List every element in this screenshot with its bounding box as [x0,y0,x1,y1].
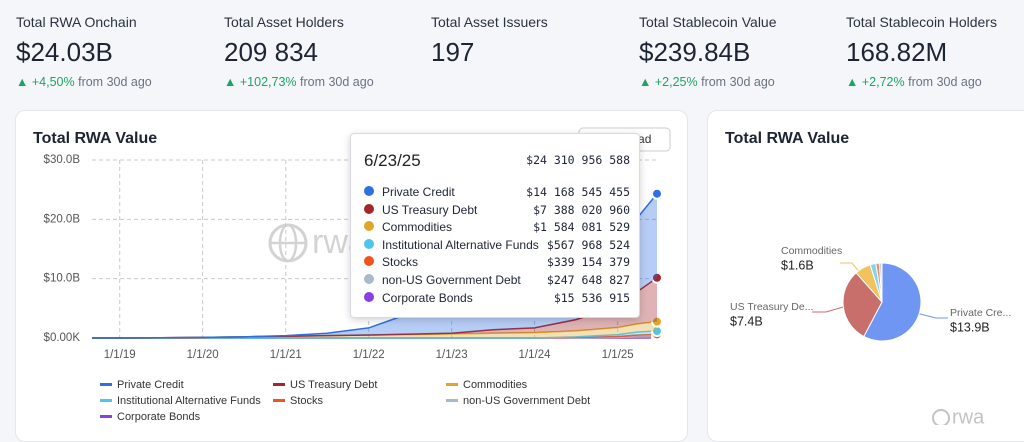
y-tick-label: $20.0B [44,213,81,225]
tooltip-value: $1 584 081 529 [533,220,630,234]
pie-label: Private Cre... [950,307,1011,319]
tooltip-row: Institutional Alternative Funds $567 968 … [364,237,630,253]
tooltip-name: non-US Government Debt [382,273,521,287]
x-tick-label: 1/1/19 [104,349,136,361]
x-tick-label: 1/1/24 [519,349,552,361]
tooltip-row: US Treasury Debt $7 388 020 960 [364,202,630,218]
tooltip-name: Corporate Bonds [382,291,473,305]
legend-label: Corporate Bonds [117,411,201,423]
tooltip-name: Private Credit [382,185,455,199]
legend-label: Stocks [290,395,324,407]
legend-swatch [273,383,285,386]
legend-label: Commodities [463,379,528,391]
pie-label: Commodities [781,245,842,257]
legend-swatch [273,399,285,402]
tooltip-name: Commodities [382,220,452,234]
legend-label: Private Credit [117,379,184,391]
tooltip-name: US Treasury Debt [382,203,477,217]
tooltip: 6/23/25 $24 310 956 588 Private Credit $1… [350,133,640,318]
x-tick-label: 1/1/21 [270,349,302,361]
x-tick-label: 1/1/20 [187,349,219,361]
tooltip-row: non-US Government Debt $247 648 827 [364,272,630,288]
watermark-text: rwa [952,406,985,425]
legend-swatch [100,415,112,418]
legend-swatch [446,399,458,402]
tooltip-date: 6/23/25 [364,151,421,171]
legend-label: US Treasury Debt [290,379,377,391]
end-marker [652,189,662,199]
tooltip-value: $15 536 915 [554,291,630,305]
pie-value-label: $1.6B [781,258,814,272]
tooltip-value: $247 648 827 [547,273,630,287]
x-tick-label: 1/1/23 [436,349,468,361]
tooltip-row: Commodities $1 584 081 529 [364,219,630,235]
tooltip-row: Stocks $339 154 379 [364,254,630,270]
y-tick-label: $0.00K [44,332,81,344]
tooltip-total: $24 310 956 588 [526,153,630,167]
x-tick-label: 1/1/22 [353,349,385,361]
watermark: rwa [933,406,985,425]
legend-label: Institutional Alternative Funds [117,395,261,407]
tooltip-swatch [364,292,374,302]
dashboard: {"stats": [ {"label": "Total RWA Onchain… [0,0,1024,425]
tooltip-swatch [364,274,374,284]
x-tick-label: 1/1/25 [602,349,634,361]
chart-title: Total RWA Value [33,130,157,147]
tooltip-name: Stocks [382,255,418,269]
tooltip-value: $567 968 524 [547,238,630,252]
legend-label: non-US Government Debt [463,395,590,407]
tooltip-name: Institutional Alternative Funds [382,238,539,252]
pie-value-label: $13.9B [950,320,990,334]
tooltip-value: $7 388 020 960 [533,203,630,217]
y-tick-label: $10.0B [44,273,81,285]
legend-swatch [100,399,112,402]
legend-swatch [446,383,458,386]
pie-value-label: $7.4B [730,314,763,328]
tooltip-swatch [364,186,374,196]
tooltip-swatch [364,256,374,266]
tooltip-row: Corporate Bonds $15 536 915 [364,290,630,306]
tooltip-row: Private Credit $14 168 545 455 [364,184,630,200]
tooltip-swatch [364,221,374,231]
legend-swatch [100,383,112,386]
chart-title: Total RWA Value [725,130,849,147]
tooltip-swatch [364,239,374,249]
y-tick-label: $30.0B [44,154,81,166]
pie-label: US Treasury De... [730,301,813,313]
tooltip-value: $339 154 379 [547,255,630,269]
tooltip-swatch [364,204,374,214]
tooltip-value: $14 168 545 455 [526,185,630,199]
